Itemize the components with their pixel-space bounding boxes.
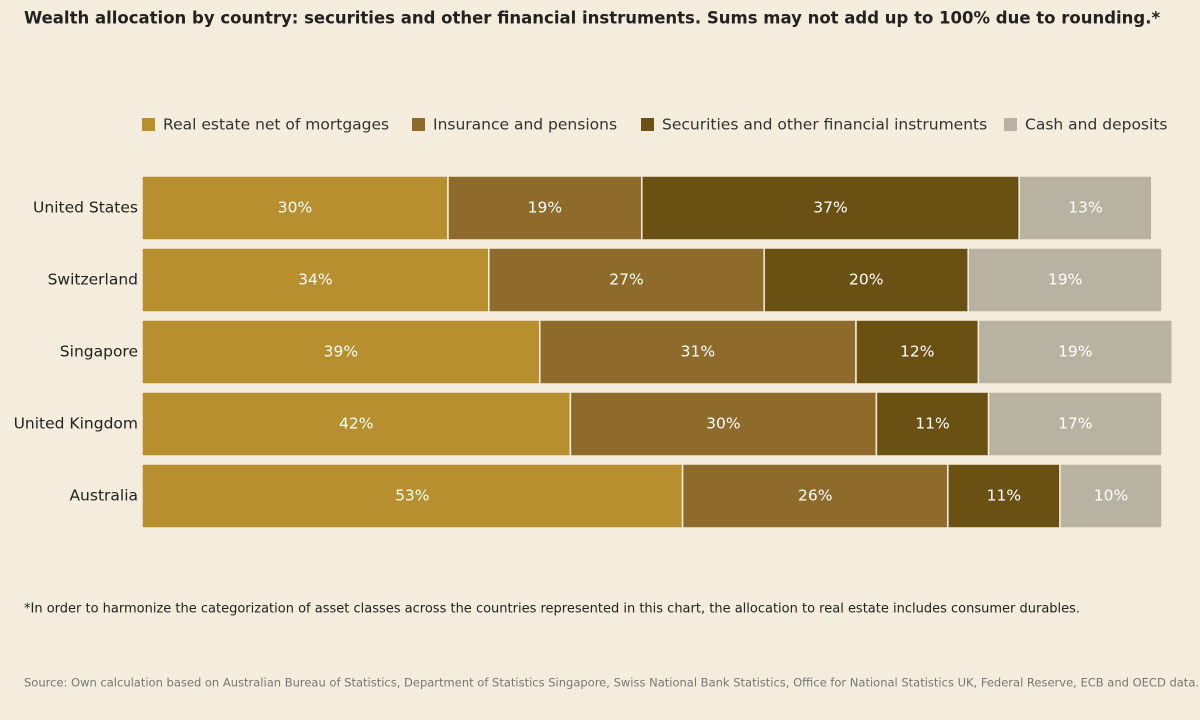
bar-segment	[977, 319, 1173, 385]
category-label: United Kingdom	[14, 415, 138, 433]
bar-segment	[141, 247, 490, 313]
legend-swatch	[641, 118, 654, 131]
legend-swatch	[412, 118, 425, 131]
bar-segment	[1059, 463, 1163, 529]
legend-label: Real estate net of mortgages	[163, 116, 389, 134]
category-label: United States	[33, 199, 138, 217]
value-label: 42%	[339, 415, 373, 433]
value-label: 30%	[278, 199, 312, 217]
bar-segment	[539, 319, 857, 385]
bar-segment	[141, 175, 449, 241]
value-label: 27%	[609, 271, 643, 289]
bar-segment	[569, 391, 878, 457]
value-label: 13%	[1068, 199, 1102, 217]
legend-label: Securities and other financial instrumen…	[662, 116, 987, 134]
value-label: 26%	[798, 487, 832, 505]
bar-segment	[141, 463, 684, 529]
value-label: 19%	[1048, 271, 1082, 289]
value-label: 53%	[395, 487, 429, 505]
category-label: Australia	[69, 487, 138, 505]
value-label: 11%	[915, 415, 949, 433]
value-label: 37%	[813, 199, 847, 217]
bar-segment	[488, 247, 765, 313]
chart-title: Wealth allocation by country: securities…	[24, 9, 1160, 28]
bar-segment	[967, 247, 1163, 313]
value-label: 12%	[900, 343, 934, 361]
bar-segment	[141, 391, 572, 457]
value-label: 17%	[1058, 415, 1092, 433]
legend-label: Cash and deposits	[1025, 116, 1167, 134]
value-label: 10%	[1094, 487, 1128, 505]
category-label: Singapore	[60, 343, 138, 361]
footnote: *In order to harmonize the categorizatio…	[24, 602, 1080, 617]
bar-segment	[875, 391, 990, 457]
value-label: 19%	[1058, 343, 1092, 361]
value-label: 30%	[706, 415, 740, 433]
bar-segment	[641, 175, 1020, 241]
bar-segment	[447, 175, 643, 241]
bar-segment	[987, 391, 1163, 457]
legend-swatch	[142, 118, 155, 131]
source: Source: Own calculation based on Austral…	[24, 676, 1199, 690]
value-label: 20%	[849, 271, 883, 289]
bar-segment	[1018, 175, 1153, 241]
legend-label: Insurance and pensions	[433, 116, 617, 134]
value-label: 31%	[681, 343, 715, 361]
category-label: Switzerland	[48, 271, 138, 289]
value-label: 19%	[528, 199, 562, 217]
bar-segment	[855, 319, 980, 385]
bar-segment	[681, 463, 949, 529]
value-label: 34%	[298, 271, 332, 289]
value-label: 39%	[324, 343, 358, 361]
bar-segment	[947, 463, 1061, 529]
bar-segment	[141, 319, 541, 385]
legend-swatch	[1004, 118, 1017, 131]
value-label: 11%	[987, 487, 1021, 505]
bar-segment	[763, 247, 969, 313]
